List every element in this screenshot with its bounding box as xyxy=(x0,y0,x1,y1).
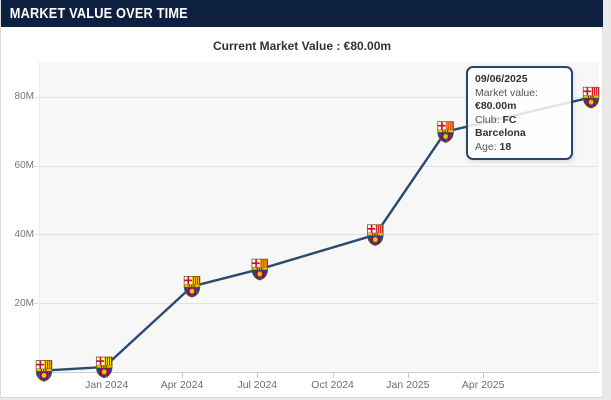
tooltip-label: Age: xyxy=(475,140,497,153)
x-axis-label: Apr 2024 xyxy=(160,379,204,391)
tooltip-value: 18 xyxy=(499,140,512,153)
tooltip-label: Market value: xyxy=(475,86,539,99)
x-axis-label: Oct 2024 xyxy=(311,379,354,391)
fc-barcelona-crest-icon[interactable] xyxy=(367,225,383,246)
x-axis-tick xyxy=(257,373,259,378)
current-market-value-text: Current Market Value : €80.00m xyxy=(212,39,392,53)
gridline xyxy=(34,303,598,305)
y-axis-label: 20M xyxy=(14,297,34,309)
fc-barcelona-crest-icon[interactable] xyxy=(184,276,200,297)
tooltip-club-row: Club: FC Barcelona xyxy=(475,114,564,141)
tooltip-value: FC Barcelona xyxy=(475,113,526,140)
tooltip-age-row: Age: 18 xyxy=(475,141,564,155)
gridline xyxy=(34,96,598,98)
tooltip-market-value-row: Market value: €80.00m xyxy=(475,87,564,114)
gridline xyxy=(34,165,598,167)
fc-barcelona-crest-icon[interactable] xyxy=(252,259,268,280)
x-axis-label: Jul 2024 xyxy=(237,379,278,391)
x-axis-label: Jan 2025 xyxy=(386,379,430,391)
panel-header: MARKET VALUE OVER TIME xyxy=(1,0,603,27)
x-axis-tick xyxy=(483,373,485,378)
tooltip-value: €80.00m xyxy=(475,100,517,112)
fc-barcelona-crest-icon[interactable] xyxy=(36,361,52,382)
panel-title: MARKET VALUE OVER TIME xyxy=(9,5,188,22)
y-axis-label: 40M xyxy=(14,228,34,240)
x-axis-tick xyxy=(182,373,183,378)
x-axis-label: Jan 2024 xyxy=(85,379,129,391)
tooltip-label: Club: xyxy=(475,113,500,126)
chart-tooltip: 09/06/2025 Market value: €80.00m Club: F… xyxy=(466,66,573,160)
x-axis-label: Apr 2025 xyxy=(461,379,505,391)
tooltip-date: 09/06/2025 xyxy=(475,73,528,85)
fc-barcelona-crest-icon[interactable] xyxy=(96,357,112,378)
y-axis-label: 80M xyxy=(14,91,34,103)
x-axis-tick xyxy=(332,373,334,378)
y-axis-label: 60M xyxy=(14,160,34,172)
x-axis-tick xyxy=(407,373,409,378)
gridline xyxy=(34,234,598,236)
fc-barcelona-crest-icon[interactable] xyxy=(583,87,599,108)
